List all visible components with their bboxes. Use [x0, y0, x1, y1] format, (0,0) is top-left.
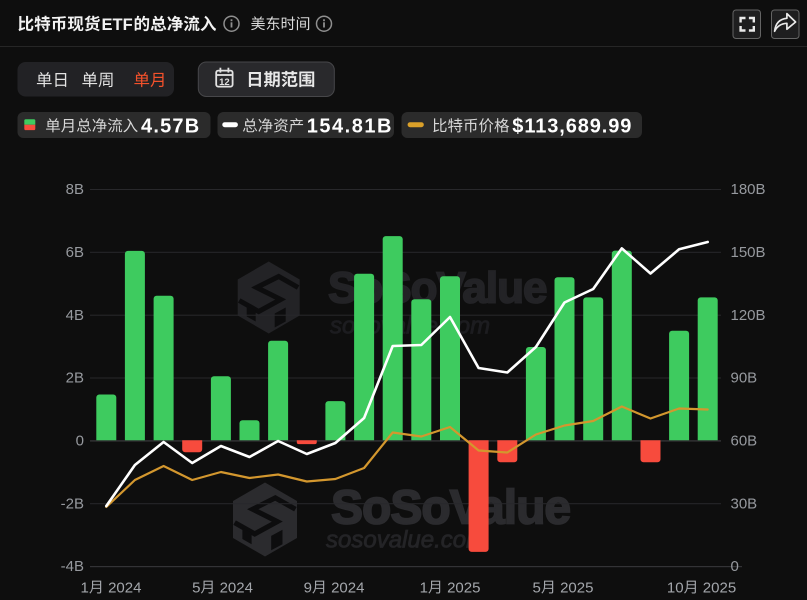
svg-text:ETF: ETF [102, 16, 133, 34]
svg-text:1: 1 [420, 579, 428, 596]
svg-text:2025: 2025 [447, 579, 480, 596]
svg-text:sosovalue.com: sosovalue.com [326, 527, 486, 554]
svg-text:9: 9 [304, 579, 312, 596]
svg-text:0: 0 [731, 558, 739, 575]
svg-text:5: 5 [192, 579, 200, 596]
svg-text:8B: 8B [66, 181, 84, 198]
svg-text:1: 1 [81, 579, 89, 596]
svg-text:4.57B: 4.57B [141, 115, 200, 137]
svg-text:SoSoValue: SoSoValue [331, 482, 570, 535]
svg-text:12: 12 [219, 77, 230, 88]
svg-text:150B: 150B [731, 244, 766, 261]
svg-text:90B: 90B [731, 370, 758, 387]
svg-text:10: 10 [667, 579, 684, 596]
svg-text:2B: 2B [66, 370, 84, 387]
svg-text:2025: 2025 [703, 579, 736, 596]
svg-text:2024: 2024 [220, 579, 253, 596]
svg-text:60B: 60B [731, 433, 758, 450]
svg-text:$113,689.99: $113,689.99 [512, 115, 632, 137]
svg-text:-2B: -2B [61, 495, 84, 512]
svg-text:6B: 6B [66, 244, 84, 261]
svg-text:2024: 2024 [331, 579, 364, 596]
svg-text:30B: 30B [731, 495, 758, 512]
svg-text:-4B: -4B [61, 558, 84, 575]
svg-text:sosovalue.com: sosovalue.com [330, 313, 490, 340]
svg-text:180B: 180B [731, 181, 766, 198]
svg-text:2024: 2024 [108, 579, 141, 596]
svg-text:0: 0 [76, 433, 84, 450]
svg-text:2025: 2025 [560, 579, 593, 596]
svg-text:4B: 4B [66, 307, 84, 324]
svg-text:5: 5 [533, 579, 541, 596]
svg-text:120B: 120B [731, 307, 766, 324]
svg-text:154.81B: 154.81B [307, 115, 393, 137]
